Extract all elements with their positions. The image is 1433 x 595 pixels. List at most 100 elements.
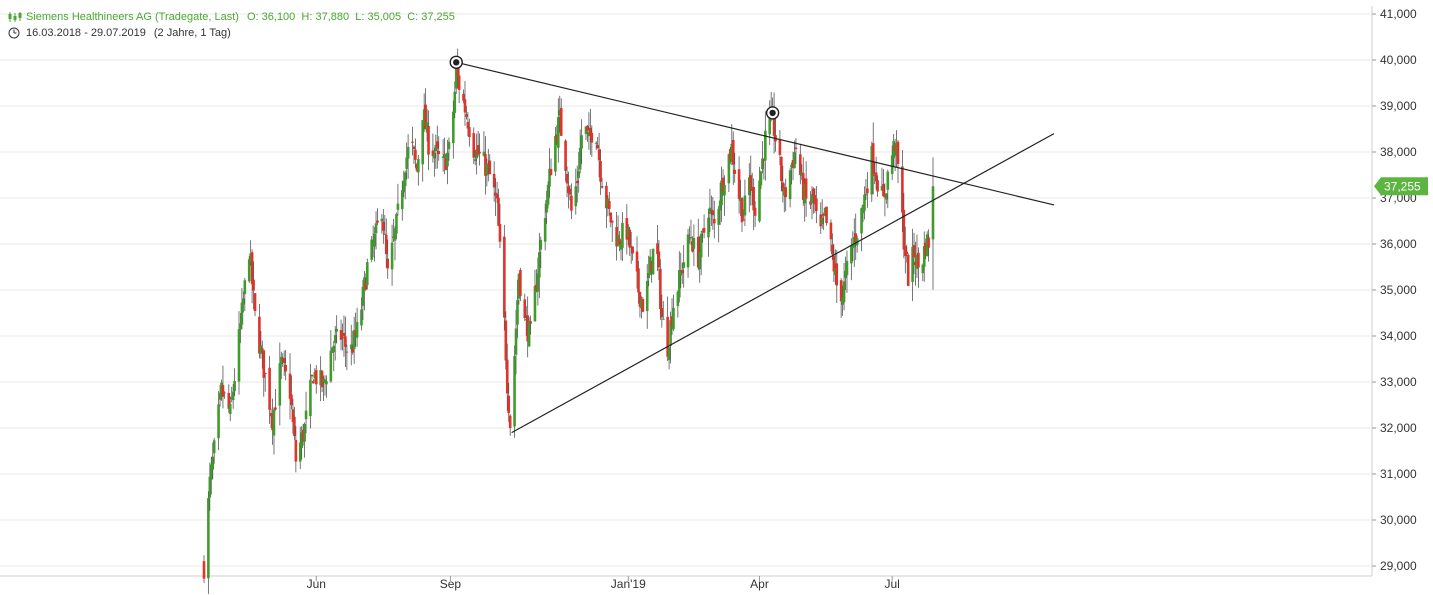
candle bbox=[415, 162, 419, 173]
candle bbox=[392, 218, 395, 242]
candle bbox=[609, 212, 613, 228]
y-tick-label: 33,000 bbox=[1380, 375, 1417, 389]
candle bbox=[927, 229, 930, 262]
candle bbox=[513, 345, 516, 438]
candle bbox=[917, 247, 920, 288]
candle bbox=[577, 152, 581, 193]
candle bbox=[729, 146, 732, 165]
candle bbox=[262, 350, 266, 397]
candle bbox=[355, 307, 359, 347]
trendlines-layer[interactable] bbox=[449, 55, 1055, 434]
candle bbox=[606, 195, 610, 217]
candle bbox=[247, 256, 251, 283]
candle bbox=[882, 169, 885, 197]
trendline-resistance[interactable] bbox=[456, 61, 1055, 206]
candle bbox=[538, 232, 541, 299]
candle bbox=[361, 279, 365, 320]
candle bbox=[228, 396, 232, 422]
candle bbox=[804, 161, 808, 217]
candle bbox=[834, 249, 837, 285]
candle bbox=[384, 218, 388, 268]
candle bbox=[395, 212, 398, 239]
candle bbox=[269, 408, 273, 428]
candle bbox=[497, 188, 500, 227]
candle bbox=[866, 171, 869, 208]
candle bbox=[546, 181, 550, 209]
candle bbox=[710, 195, 713, 226]
candle bbox=[435, 125, 439, 169]
candle bbox=[349, 324, 353, 366]
candle bbox=[344, 316, 347, 367]
candle bbox=[790, 162, 793, 185]
candle bbox=[504, 311, 508, 370]
trendline-pivot-handle[interactable] bbox=[449, 55, 463, 69]
candle bbox=[261, 340, 264, 369]
candle bbox=[626, 224, 630, 246]
candle bbox=[310, 374, 314, 380]
clock-icon bbox=[8, 27, 20, 39]
candle bbox=[863, 186, 866, 220]
range-row[interactable]: 16.03.2018 - 29.07.2019 (2 Jahre, 1 Tag) bbox=[8, 25, 455, 41]
candle bbox=[536, 257, 540, 306]
y-tick-label: 40,000 bbox=[1380, 53, 1417, 67]
candle bbox=[578, 129, 582, 174]
candle bbox=[250, 249, 254, 304]
candle bbox=[223, 391, 226, 399]
candle bbox=[893, 138, 897, 172]
candle bbox=[640, 296, 643, 319]
candle bbox=[711, 197, 715, 230]
candle bbox=[886, 169, 890, 209]
candle bbox=[284, 349, 287, 381]
candle bbox=[873, 162, 876, 185]
candle bbox=[208, 462, 212, 511]
x-tick-label: Sep bbox=[440, 577, 462, 591]
candle bbox=[635, 236, 639, 289]
x-tick-label: Jul bbox=[885, 577, 900, 591]
y-tick-label: 31,000 bbox=[1380, 467, 1417, 481]
candle bbox=[329, 330, 333, 383]
candle bbox=[699, 230, 703, 276]
candle bbox=[590, 125, 594, 158]
candle bbox=[516, 279, 519, 339]
candle bbox=[323, 375, 327, 396]
candle bbox=[813, 188, 817, 213]
candle bbox=[390, 224, 394, 286]
candle bbox=[720, 166, 723, 222]
candle bbox=[822, 212, 825, 231]
candle bbox=[543, 203, 547, 251]
candle bbox=[651, 248, 655, 275]
candle bbox=[476, 130, 480, 157]
candle bbox=[507, 382, 511, 422]
candle bbox=[453, 81, 457, 119]
candle bbox=[713, 200, 716, 239]
candle bbox=[374, 211, 378, 250]
candle bbox=[554, 126, 557, 176]
candle bbox=[403, 170, 407, 200]
trendline-support[interactable] bbox=[511, 133, 1055, 434]
candle bbox=[431, 133, 435, 163]
grid-layer bbox=[0, 6, 1373, 577]
candle bbox=[890, 145, 894, 181]
candle bbox=[580, 119, 583, 165]
candle bbox=[921, 263, 925, 282]
candle bbox=[803, 178, 806, 222]
candle bbox=[339, 319, 343, 351]
candle bbox=[209, 456, 213, 495]
trendline-pivot-handle[interactable] bbox=[765, 106, 780, 120]
candle bbox=[844, 256, 847, 291]
candle bbox=[417, 154, 420, 186]
candle bbox=[240, 287, 244, 330]
candle bbox=[788, 167, 792, 208]
candle bbox=[505, 343, 509, 411]
candle bbox=[659, 259, 662, 320]
candle bbox=[733, 152, 737, 183]
candle bbox=[679, 252, 683, 289]
candle bbox=[876, 175, 879, 197]
candle bbox=[279, 351, 283, 380]
candle bbox=[596, 136, 599, 149]
candle bbox=[670, 298, 674, 336]
candle bbox=[314, 365, 318, 394]
candle bbox=[319, 356, 322, 402]
candle bbox=[914, 241, 917, 286]
